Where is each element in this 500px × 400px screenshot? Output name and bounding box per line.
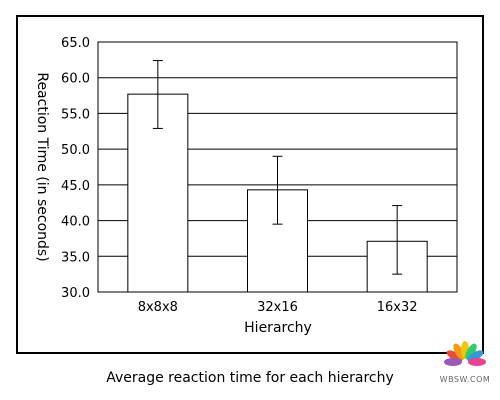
x-tick-label: 32x16 bbox=[257, 300, 298, 315]
y-axis-label: Reaction Time (in seconds) bbox=[34, 72, 50, 261]
x-tick-labels: 8x8x8 32x16 16x32 bbox=[138, 300, 418, 315]
y-tick-label: 35.0 bbox=[61, 250, 90, 265]
y-tick-label: 50.0 bbox=[61, 143, 90, 158]
watermark-logo: WBSW.COM bbox=[440, 341, 491, 384]
y-tick-label: 65.0 bbox=[61, 36, 90, 51]
watermark-text: WBSW.COM bbox=[440, 375, 491, 384]
y-tick-label: 55.0 bbox=[61, 107, 90, 122]
y-tick-label: 60.0 bbox=[61, 72, 90, 87]
x-tick-label: 16x32 bbox=[377, 300, 418, 315]
x-tick-label: 8x8x8 bbox=[138, 300, 178, 315]
y-tick-label: 30.0 bbox=[61, 286, 90, 301]
error-bars bbox=[152, 60, 403, 275]
chart-caption: Average reaction time for each hierarchy bbox=[106, 370, 394, 386]
y-tick-label: 40.0 bbox=[61, 215, 90, 230]
flower-icon bbox=[444, 341, 486, 366]
y-tick-label: 45.0 bbox=[61, 179, 90, 194]
y-tick-labels: 30.0 35.0 40.0 45.0 50.0 55.0 60.0 65.0 bbox=[61, 36, 90, 301]
x-axis-label: Hierarchy bbox=[244, 320, 312, 336]
